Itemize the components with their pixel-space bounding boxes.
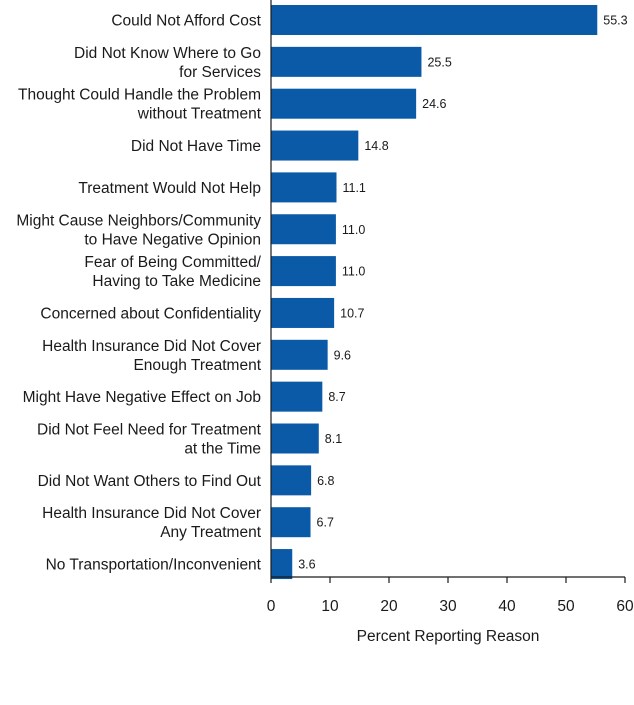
- category-label: Did Not Know Where to Go: [74, 45, 261, 62]
- bar-value-label: 8.7: [328, 390, 345, 404]
- bar-value-label: 3.6: [298, 558, 315, 572]
- x-tick-label: 40: [498, 598, 516, 615]
- category-label: Treatment Would Not Help: [78, 180, 261, 197]
- category-label: Might Cause Neighbors/Community: [16, 212, 261, 229]
- x-axis: 0 10 20 30 40 50 60: [267, 576, 634, 615]
- bar: [271, 297, 335, 328]
- bar: [271, 423, 319, 454]
- bar: [271, 5, 598, 35]
- bar: [271, 465, 312, 496]
- category-label: without Treatment: [137, 106, 262, 123]
- bar: [271, 130, 359, 161]
- category-label: Health Insurance Did Not Cover: [42, 505, 261, 522]
- bar: [271, 256, 336, 287]
- bar: [271, 214, 336, 245]
- category-label: Did Not Want Others to Find Out: [38, 473, 262, 490]
- category-label: Health Insurance Did Not Cover: [42, 338, 261, 355]
- x-tick-label: 20: [380, 598, 398, 615]
- bar-value-label: 6.8: [317, 474, 334, 488]
- category-label: Did Not Feel Need for Treatment: [37, 422, 262, 439]
- bar: [271, 549, 293, 580]
- bar-value-label: 11.0: [342, 223, 365, 237]
- bar-value-label: 11.1: [342, 181, 365, 195]
- bar-value-label: 24.6: [422, 97, 446, 111]
- bar: [271, 172, 337, 203]
- bar-value-label: 9.6: [334, 348, 351, 362]
- bar: [271, 381, 323, 412]
- bar: [271, 88, 417, 119]
- category-label: Having to Take Medicine: [92, 273, 261, 290]
- bar-value-label: 14.8: [364, 139, 388, 153]
- category-label: Could Not Afford Cost: [111, 13, 261, 30]
- bar: [271, 507, 311, 538]
- bar-value-label: 11.0: [342, 265, 365, 279]
- category-label: Concerned about Confidentiality: [40, 305, 261, 322]
- category-label: Enough Treatment: [133, 357, 261, 374]
- x-tick-label: 0: [267, 598, 276, 615]
- bar-value-label: 55.3: [603, 14, 627, 28]
- category-label: Did Not Have Time: [131, 138, 261, 155]
- bar-value-label: 10.7: [340, 306, 364, 320]
- x-tick-label: 30: [439, 598, 457, 615]
- bars-group: [271, 5, 598, 580]
- x-tick-label: 60: [616, 598, 634, 615]
- category-label: to Have Negative Opinion: [84, 231, 261, 248]
- x-tick-label: 50: [557, 598, 575, 615]
- bar-value-label: 25.5: [427, 55, 451, 69]
- value-labels: 55.3 25.5 24.6 14.8 11.1 11.0 11.0 10.7 9.6 8.7 8.…: [298, 14, 627, 572]
- category-label: at the Time: [184, 441, 261, 458]
- bar: [271, 339, 328, 370]
- bar-value-label: 6.7: [317, 516, 334, 530]
- bar-value-label: 8.1: [325, 432, 342, 446]
- x-tick-label: 10: [321, 598, 339, 615]
- category-label: for Services: [179, 64, 261, 81]
- x-axis-title: Percent Reporting Reason: [357, 628, 540, 645]
- category-label: Thought Could Handle the Problem: [18, 87, 261, 104]
- bar: [271, 46, 422, 77]
- category-label: Any Treatment: [160, 524, 261, 541]
- category-label: Might Have Negative Effect on Job: [23, 389, 261, 406]
- category-label: No Transportation/Inconvenient: [46, 557, 262, 574]
- category-label: Fear of Being Committed/: [84, 254, 261, 271]
- category-labels: Could Not Afford Cost Did Not Know Where …: [16, 13, 261, 574]
